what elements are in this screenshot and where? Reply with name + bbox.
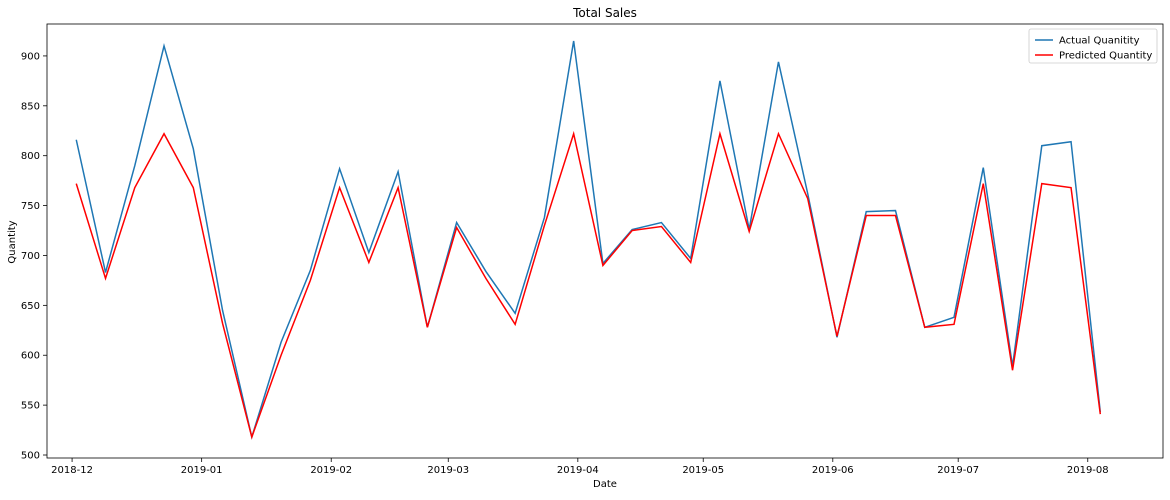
x-tick-label: 2019-02 — [310, 465, 352, 476]
x-tick-label: 2018-12 — [51, 465, 93, 476]
y-tick-label: 900 — [21, 51, 40, 62]
x-axis-label: Date — [593, 479, 617, 490]
legend-box — [1028, 28, 1158, 64]
y-tick-label: 600 — [21, 351, 40, 362]
chart-title: Total Sales — [572, 6, 637, 20]
x-tick-label: 2019-06 — [812, 465, 854, 476]
x-tick-label: 2019-01 — [181, 465, 223, 476]
y-tick-label: 800 — [21, 151, 40, 162]
series-line-1 — [75, 40, 1102, 440]
x-tick-label: 2019-07 — [937, 465, 979, 476]
y-tick-label: 700 — [21, 251, 40, 262]
x-tick-label: 2019-03 — [427, 465, 469, 476]
x-tick-label: 2019-08 — [1067, 465, 1109, 476]
plot-area: 2018-12 2019-01 2019-02 2019-03 2019-04 2019-… — [21, 23, 1164, 476]
y-tick-label: 650 — [21, 301, 40, 312]
y-tick-label: 750 — [21, 201, 40, 212]
y-tick-label: 500 — [21, 451, 40, 462]
series-line-2 — [75, 130, 1102, 440]
y-tick-label: 550 — [21, 401, 40, 412]
legend-label-1: Actual Quanitity — [1059, 36, 1140, 47]
x-tick-label: 2019-05 — [682, 465, 724, 476]
x-tick-label: 2019-04 — [557, 465, 599, 476]
axes-frame — [46, 23, 1164, 459]
y-axis-label: Quantity — [7, 220, 18, 263]
legend-label-2: Predicted Quantity — [1059, 51, 1152, 62]
legend: Actual Quanitity Predicted Quantity — [1028, 28, 1158, 64]
y-tick-label: 850 — [21, 101, 40, 112]
